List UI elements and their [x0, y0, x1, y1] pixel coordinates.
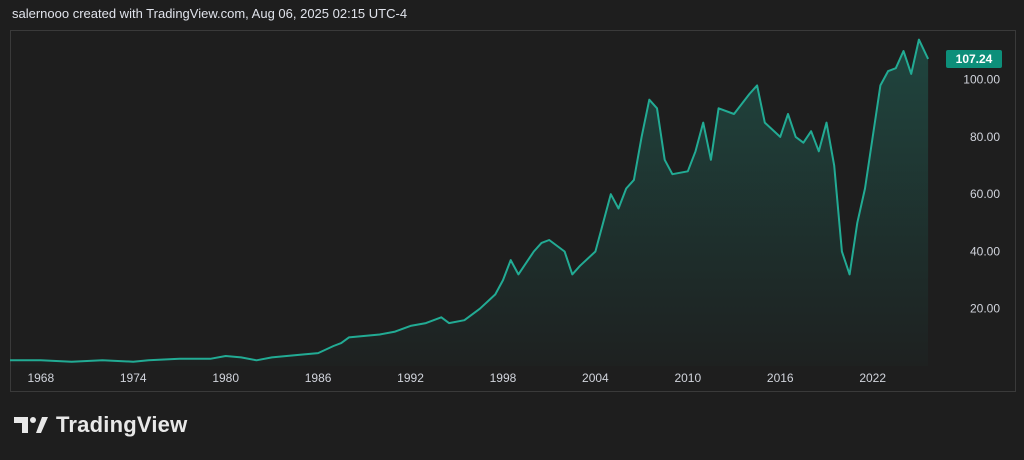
- tradingview-logo-icon: [14, 417, 48, 433]
- x-tick-label: 2010: [674, 371, 701, 385]
- y-tick-label: 40.00: [970, 244, 1000, 258]
- x-tick-label: 2022: [859, 371, 886, 385]
- brand-logo-group[interactable]: TradingView: [14, 412, 187, 438]
- y-tick-label: 80.00: [970, 130, 1000, 144]
- y-tick-label: 60.00: [970, 187, 1000, 201]
- price-area-fill: [10, 39, 929, 366]
- y-tick-label: 20.00: [970, 302, 1000, 316]
- x-tick-label: 2016: [767, 371, 794, 385]
- x-tick-label: 1974: [120, 371, 147, 385]
- x-tick-label: 1986: [305, 371, 332, 385]
- x-tick-label: 1980: [212, 371, 239, 385]
- chart-caption: salernooo created with TradingView.com, …: [12, 6, 408, 21]
- last-price-label: 107.24: [956, 52, 993, 66]
- y-tick-label: 100.00: [963, 73, 1000, 87]
- price-series-line: [10, 38, 930, 363]
- chart-frame: [10, 30, 1016, 392]
- price-chart[interactable]: 20.00 40.00 60.00 80.00 100.00 1968 1974 1980 19…: [0, 0, 1024, 392]
- x-tick-label: 1998: [490, 371, 517, 385]
- brand-name: TradingView: [56, 412, 188, 437]
- x-tick-label: 1992: [397, 371, 424, 385]
- last-price-badge: [946, 49, 1002, 68]
- x-tick-label: 1968: [27, 371, 54, 385]
- x-tick-label: 2004: [582, 371, 609, 385]
